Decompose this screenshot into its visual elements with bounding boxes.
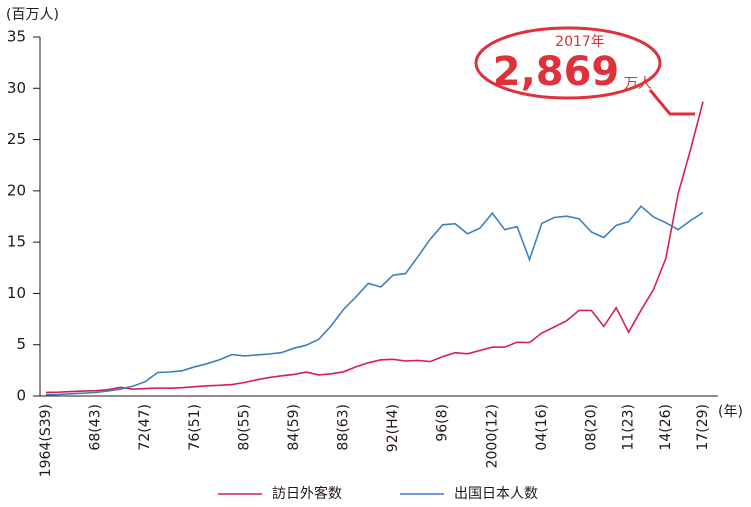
callout-unit: 万人 [624,76,652,92]
x-tick-label: 76(51) [187,404,203,451]
x-tick-label: 84(59) [286,404,302,451]
x-tick-label: 80(55) [236,404,252,451]
x-tick-label: 72(47) [137,404,153,451]
x-tick-label: 08(20) [583,404,599,451]
y-tick-label: 35 [7,28,26,46]
x-tick-label: 2000(12) [484,404,500,468]
series-line [45,205,704,396]
x-tick-label: 1964(S39) [38,404,54,477]
x-tick-label: 04(16) [534,404,550,451]
series-line [45,101,704,394]
callout-year: 2017年 [555,34,605,50]
y-tick-label: 10 [7,284,26,302]
legend-label: 訪日外客数 [272,485,342,502]
x-axis-unit: (年) [718,404,743,420]
y-tick-label: 15 [7,233,26,251]
callout-pointer [648,89,695,116]
callout-value: 2,869 [493,49,620,95]
x-tick-label: 88(63) [336,404,352,451]
x-tick-label: 14(26) [658,404,674,451]
y-tick-label: 0 [16,387,26,405]
x-tick-label: 96(8) [435,404,451,442]
x-tick-label: 17(29) [695,404,711,451]
legend-label: 出国日本人数 [454,486,538,502]
y-axis-unit: (百万人) [6,7,59,23]
x-tick-label: 92(H4) [385,404,401,452]
callout-ellipse [474,26,662,100]
x-tick-label: 68(43) [88,404,104,451]
y-tick-label: 25 [7,130,26,148]
y-tick-label: 30 [7,79,26,97]
y-tick-label: 5 [16,335,26,353]
y-tick-label: 20 [7,181,26,199]
x-tick-label: 11(23) [621,404,637,451]
